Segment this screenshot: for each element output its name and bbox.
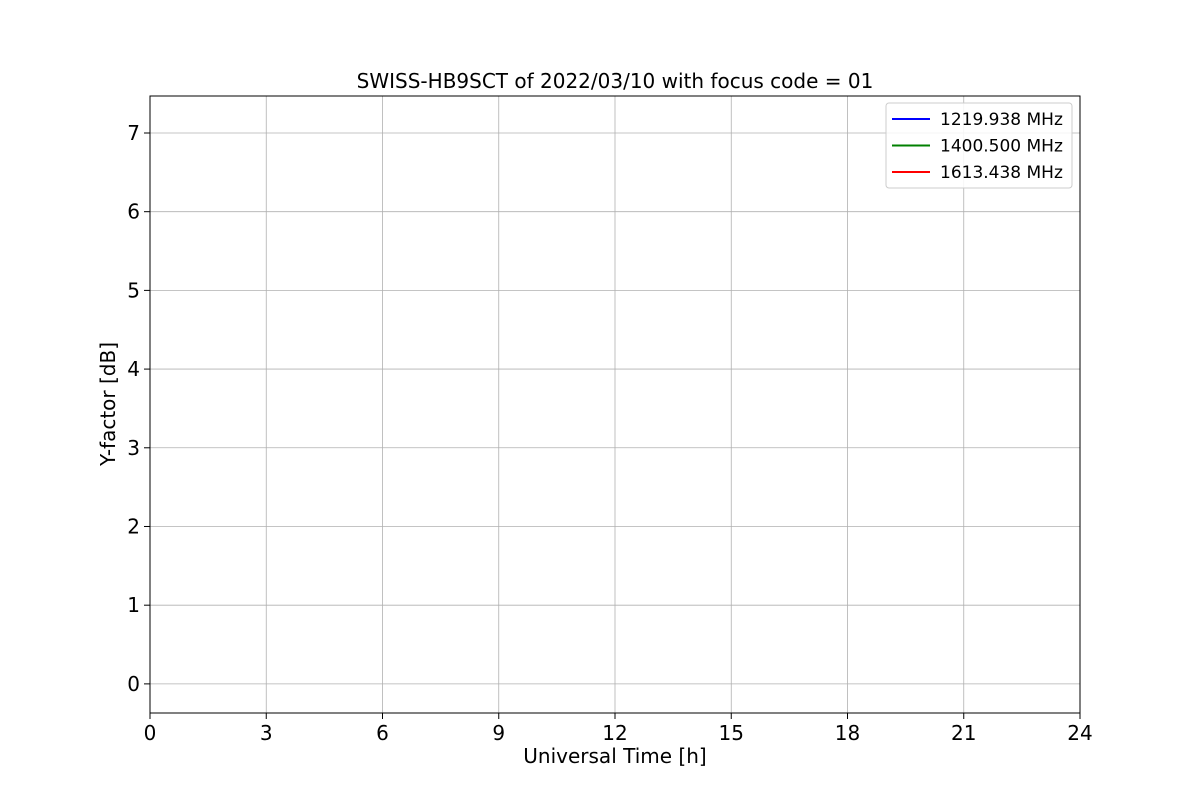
y-axis-ticks: 0 1 2 3 4 5 6 7 xyxy=(127,121,150,696)
legend-label-1: 1219.938 MHz xyxy=(940,110,1063,130)
x-axis-ticks: 0 3 6 9 12 15 18 21 24 xyxy=(144,713,1093,745)
y-tick-label: 2 xyxy=(127,514,140,538)
y-tick-label: 0 xyxy=(127,672,140,696)
chart-title: SWISS-HB9SCT of 2022/03/10 with focus co… xyxy=(357,69,874,93)
y-tick-label: 5 xyxy=(127,278,140,302)
x-tick-label: 6 xyxy=(376,721,389,745)
legend-label-2: 1400.500 MHz xyxy=(940,137,1063,157)
x-tick-label: 15 xyxy=(719,721,744,745)
x-tick-label: 12 xyxy=(602,721,627,745)
x-tick-label: 0 xyxy=(144,721,157,745)
legend: 1219.938 MHz 1400.500 MHz 1613.438 MHz xyxy=(885,102,1073,189)
legend-box xyxy=(885,102,1073,189)
legend-label-3: 1613.438 MHz xyxy=(940,163,1063,183)
y-tick-label: 4 xyxy=(127,357,140,381)
x-tick-label: 21 xyxy=(951,721,976,745)
x-tick-label: 24 xyxy=(1067,721,1092,745)
x-tick-label: 9 xyxy=(492,721,505,745)
y-tick-label: 3 xyxy=(127,436,140,460)
y-tick-label: 6 xyxy=(127,200,140,224)
x-tick-label: 3 xyxy=(260,721,273,745)
y-tick-label: 1 xyxy=(127,593,140,617)
y-tick-label: 7 xyxy=(127,121,140,145)
y-axis-label: Y-factor [dB] xyxy=(96,342,120,467)
x-axis-label: Universal Time [h] xyxy=(523,744,706,768)
x-tick-label: 18 xyxy=(835,721,860,745)
